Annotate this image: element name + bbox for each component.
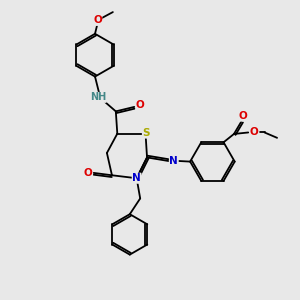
Text: NH: NH [90,92,106,102]
Text: S: S [142,128,150,138]
Text: O: O [93,15,102,26]
Text: O: O [250,128,259,137]
Text: O: O [136,100,145,110]
Text: N: N [169,156,178,166]
Text: O: O [84,168,93,178]
Text: O: O [238,111,247,121]
Text: N: N [132,173,141,183]
